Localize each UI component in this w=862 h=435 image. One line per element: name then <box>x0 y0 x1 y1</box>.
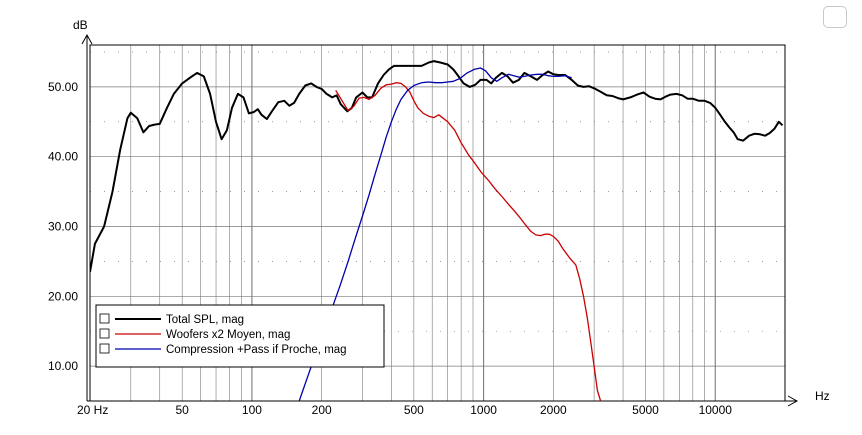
series-layer <box>90 60 784 401</box>
y-tick-label: 30.00 <box>48 219 78 233</box>
tick-labels: 20 Hz 50 100 200 500 1000 2000 5000 10000 10.00 20… <box>48 80 732 417</box>
legend-label: Woofers x2 Moyen, mag <box>166 329 290 341</box>
y-axis-label: dB <box>73 18 88 32</box>
x-tick-label: 50 <box>176 403 190 417</box>
x-tick-label: 200 <box>312 403 332 417</box>
legend-label: Total SPL, mag <box>166 314 244 326</box>
legend-checkbox[interactable] <box>99 343 110 354</box>
x-tick-label: 20 Hz <box>77 403 108 417</box>
x-tick-label: 5000 <box>632 403 659 417</box>
x-tick-label: 2000 <box>540 403 567 417</box>
plot-grid <box>90 45 785 401</box>
y-tick-label: 40.00 <box>48 150 78 164</box>
legend: Total SPL, mag Woofers x2 Moyen, mag Compr… <box>95 304 385 368</box>
x-tick-label: 10000 <box>699 403 733 417</box>
y-tick-label: 20.00 <box>48 289 78 303</box>
restore-window-button[interactable] <box>823 6 847 28</box>
series-line-2 <box>335 82 602 401</box>
y-tick-label: 10.00 <box>48 359 78 373</box>
axes: dB Hz <box>73 18 830 407</box>
y-tick-label: 50.00 <box>48 80 78 94</box>
x-tick-label: 1000 <box>470 403 497 417</box>
legend-box <box>95 304 385 368</box>
x-axis-arrow <box>787 395 799 407</box>
x-tick-label: 500 <box>404 403 424 417</box>
series-line-3 <box>298 67 572 401</box>
x-tick-label: 100 <box>242 403 262 417</box>
legend-checkbox[interactable] <box>99 313 110 324</box>
y-axis-arrow <box>81 33 93 45</box>
legend-label: Compression +Pass if Proche, mag <box>166 344 347 356</box>
x-axis-label: Hz <box>815 389 830 403</box>
legend-checkbox[interactable] <box>99 328 110 339</box>
series-line-1 <box>90 60 784 273</box>
